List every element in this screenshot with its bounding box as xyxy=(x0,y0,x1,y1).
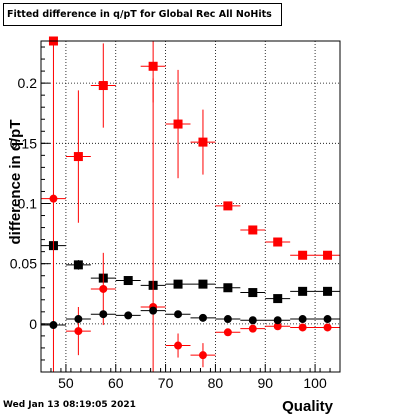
circle-marker xyxy=(49,321,58,330)
y-tick-label: 0.05 xyxy=(10,256,37,272)
circle-marker xyxy=(223,328,232,337)
circle-marker xyxy=(273,322,282,331)
circle-marker xyxy=(74,327,83,336)
square-marker xyxy=(73,260,83,270)
circle-marker xyxy=(198,313,207,322)
series-layer xyxy=(41,36,340,372)
square-marker xyxy=(173,279,183,289)
x-tick-label: 70 xyxy=(158,375,174,391)
x-axis-label: Quality xyxy=(282,398,334,414)
circle-marker xyxy=(323,315,332,324)
circle-marker xyxy=(74,315,83,324)
y-tick-label: 0.1 xyxy=(18,195,38,211)
square-marker xyxy=(323,286,333,296)
square-marker xyxy=(73,152,83,162)
circle-marker xyxy=(174,310,183,319)
circle-marker xyxy=(124,311,133,320)
circle-marker xyxy=(248,316,257,325)
square-marker xyxy=(173,119,183,129)
circle-marker xyxy=(248,324,257,333)
plot-area xyxy=(41,41,340,372)
square-marker xyxy=(248,225,258,235)
chart-title: Fitted difference in q/pT for Global Rec… xyxy=(3,3,282,26)
circle-marker xyxy=(149,306,158,315)
data-series xyxy=(41,36,340,260)
grid xyxy=(41,41,340,372)
square-marker xyxy=(323,250,333,260)
square-marker xyxy=(298,250,308,260)
circle-marker xyxy=(99,284,108,293)
x-tick-label: 60 xyxy=(108,375,124,391)
y-tick-label: 0.2 xyxy=(18,75,38,91)
x-tick-label: 50 xyxy=(58,375,74,391)
axis-ticks: 50 60 70 80 90 100 0 0.05 0.1 0.15 0.2 xyxy=(10,46,341,391)
circle-marker xyxy=(273,316,282,325)
square-marker xyxy=(248,288,258,298)
square-marker xyxy=(223,283,233,293)
circle-marker xyxy=(49,194,58,203)
square-marker xyxy=(298,286,308,296)
timestamp: Wed Jan 13 08:19:05 2021 xyxy=(3,400,136,410)
circle-marker xyxy=(298,315,307,324)
square-marker xyxy=(198,279,208,289)
x-tick-label: 100 xyxy=(303,375,327,391)
square-marker xyxy=(98,81,108,91)
y-tick-label: 0 xyxy=(29,316,37,332)
circle-marker xyxy=(323,323,332,332)
circle-marker xyxy=(223,315,232,324)
square-marker xyxy=(198,137,208,147)
square-marker xyxy=(223,201,233,211)
circle-marker xyxy=(198,351,207,360)
circle-marker xyxy=(99,310,108,319)
x-tick-label: 80 xyxy=(208,375,224,391)
square-marker xyxy=(148,61,158,71)
circle-marker xyxy=(174,341,183,350)
square-marker xyxy=(273,237,283,247)
square-marker xyxy=(273,294,283,304)
x-tick-label: 90 xyxy=(257,375,273,391)
data-series xyxy=(41,41,340,372)
circle-marker xyxy=(298,323,307,332)
square-marker xyxy=(123,276,133,286)
data-series xyxy=(41,306,340,330)
y-tick-label: 0.15 xyxy=(10,135,37,151)
y-axis-label: difference in q/pT xyxy=(7,119,24,244)
